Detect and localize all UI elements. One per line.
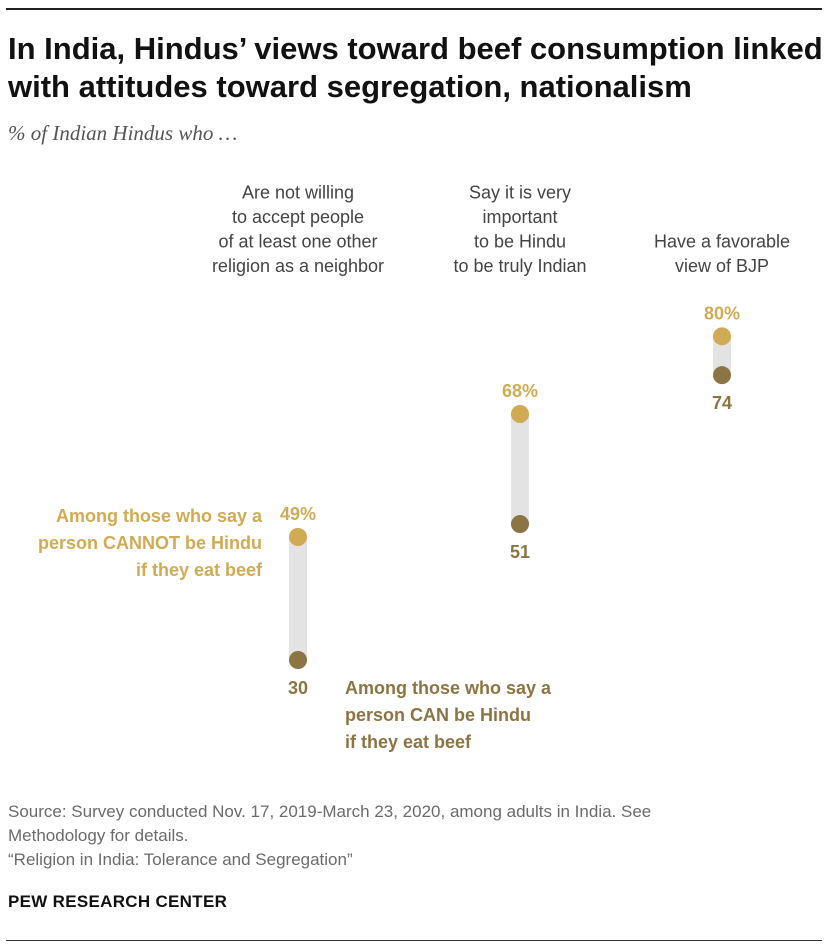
chart-subtitle: % of Indian Hindus who …	[8, 121, 238, 145]
value-label-can-3: 74	[712, 393, 732, 413]
column-label-3-line-1: Have a favorable	[654, 232, 790, 252]
dot-cannot-be-hindu-3	[713, 327, 731, 346]
series-label-cannot-line-2: person CANNOT be Hindu	[38, 533, 262, 553]
value-label-cannot-2: 68%	[502, 381, 538, 401]
column-label-1-line-3: of at least one other	[218, 232, 377, 252]
dot-can-be-hindu-1	[289, 651, 307, 669]
chart-title: In India, Hindus’ views toward beef cons…	[8, 31, 823, 104]
column-label-1-line-1: Are not willing	[242, 183, 354, 203]
value-label-cannot-3: 80%	[704, 303, 740, 323]
dot-can-be-hindu-2	[511, 515, 529, 534]
value-label-can-2: 51	[510, 542, 530, 562]
series-label-cannot-line-1: Among those who say a	[56, 506, 263, 526]
column-label-2-line-3: to be Hindu	[474, 232, 566, 252]
source-line-1: Source: Survey conducted Nov. 17, 2019-M…	[8, 802, 652, 821]
source-line-3: “Religion in India: Tolerance and Segreg…	[8, 850, 353, 869]
series-label-can-line-1: Among those who say a	[345, 678, 552, 698]
dot-cannot-be-hindu-1	[289, 528, 307, 546]
column-label-3-line-2: view of BJP	[675, 256, 769, 276]
brand-name: PEW RESEARCH CENTER	[8, 892, 228, 911]
dot-can-be-hindu-3	[713, 366, 731, 385]
value-label-can-1: 30	[288, 678, 308, 698]
dot-cannot-be-hindu-2	[511, 405, 529, 423]
source-line-2: Methodology for details.	[8, 826, 189, 845]
column-label-2-line-2: important	[482, 207, 557, 227]
series-label-can-line-2: person CAN be Hindu	[345, 705, 531, 725]
column-label-1-line-2: to accept people	[232, 207, 364, 227]
bottom-rule	[6, 940, 822, 941]
column-label-2-line-1: Say it is very	[469, 183, 571, 203]
top-rule	[6, 8, 822, 10]
column-label-1-line-4: religion as a neighbor	[212, 256, 384, 276]
series-label-cannot-line-3: if they eat beef	[136, 560, 263, 580]
value-label-cannot-1: 49%	[280, 504, 316, 524]
series-label-can-line-3: if they eat beef	[345, 732, 472, 752]
source-note: Source: Survey conducted Nov. 17, 2019-M…	[8, 800, 808, 872]
column-label-2-line-4: to be truly Indian	[453, 256, 586, 276]
